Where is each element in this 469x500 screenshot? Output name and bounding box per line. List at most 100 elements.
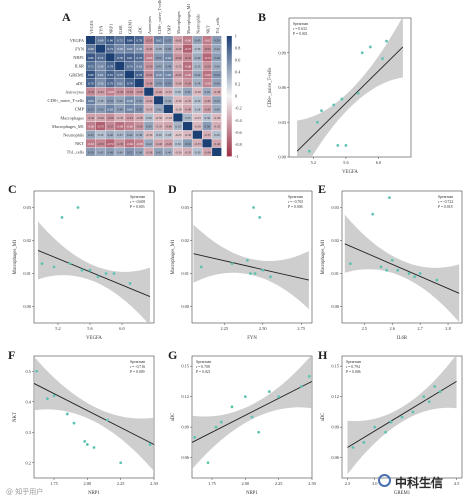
heatmap-cell xyxy=(105,79,115,88)
heatmap-col-label: NKT xyxy=(205,25,210,34)
heatmap-cell xyxy=(134,61,144,70)
heatmap-cell-value: 0.50 xyxy=(98,107,104,111)
heatmap-cell xyxy=(115,139,125,148)
data-point xyxy=(433,385,437,388)
x-tick-label: 6.0 xyxy=(376,160,382,165)
heatmap-cell-value: -0.66 xyxy=(126,142,133,146)
heatmap-cell xyxy=(95,122,105,131)
heatmap-cell xyxy=(212,36,222,45)
heatmap-cell-value: -0.25 xyxy=(175,133,182,137)
heatmap-cell xyxy=(95,61,105,70)
heatmap-cell xyxy=(134,104,144,113)
heatmap-cell-value: 0.58 xyxy=(98,64,104,68)
heatmap-cell-value: 0.45 xyxy=(117,99,123,103)
heatmap-cell xyxy=(212,104,222,113)
heatmap-cell xyxy=(202,147,212,156)
heatmap-cell-value: 0.62 xyxy=(117,82,123,86)
heatmap-cell xyxy=(192,53,202,62)
heatmap-col-label: FYN xyxy=(99,26,104,34)
heatmap-cell-value: -0.40 xyxy=(185,107,192,111)
heatmap-cell xyxy=(192,44,202,53)
y-tick-label: 0.03 xyxy=(181,205,189,210)
x-axis-label: FYN xyxy=(247,336,257,341)
heatmap-cell-value: 0.52 xyxy=(127,150,133,154)
heatmap-cell xyxy=(173,139,183,148)
stats-method: Spearman xyxy=(293,22,308,26)
heatmap-cell-value: 0.50 xyxy=(214,39,220,43)
y-tick-label: 0.02 xyxy=(331,238,339,243)
stats-method: Spearman xyxy=(346,360,361,364)
heatmap-cell-value: -0.55 xyxy=(146,39,153,43)
heatmap-colorbar-tick: 0.6 xyxy=(235,58,241,63)
heatmap-cell xyxy=(163,113,173,122)
heatmap-row-label: GREM1 xyxy=(69,72,84,77)
x-tick-label: 1.75 xyxy=(50,481,58,486)
data-point xyxy=(400,415,404,419)
data-point xyxy=(360,51,364,55)
heatmap-cell xyxy=(183,44,193,53)
heatmap-cell-value: 0.30 xyxy=(204,116,210,120)
heatmap-cell xyxy=(134,113,144,122)
heatmap-cell xyxy=(163,79,173,88)
heatmap-cell xyxy=(173,87,183,96)
heatmap-cell-value: 0.78 xyxy=(117,56,123,60)
heatmap-cell xyxy=(144,79,154,88)
panel-letter-g: G xyxy=(168,348,178,362)
heatmap-colorbar-tick: 1 xyxy=(235,34,237,39)
y-tick-label: 0.00 xyxy=(181,304,189,309)
heatmap-cell xyxy=(95,53,105,62)
data-point xyxy=(261,268,265,272)
heatmap-cell xyxy=(115,113,125,122)
heatmap-row-label: Neutrophils xyxy=(63,133,84,138)
heatmap-cell-value: 0.48 xyxy=(214,56,220,60)
heatmap-cell-value: -0.60 xyxy=(88,125,95,129)
heatmap-cell xyxy=(173,53,183,62)
heatmap-cell xyxy=(173,147,183,156)
x-tick-label: 2.8 xyxy=(445,326,451,331)
y-tick-label: 0.06 xyxy=(181,455,189,460)
regression-line xyxy=(34,383,154,445)
heatmap-cell xyxy=(212,122,222,131)
heatmap-cell xyxy=(144,122,154,131)
stats-method: Spearman xyxy=(288,195,303,199)
heatmap-cell-value: 0.38 xyxy=(156,47,162,51)
heatmap-cell-value: -0.35 xyxy=(214,125,221,129)
y-tick-label: 0.15 xyxy=(181,364,189,369)
heatmap-cell xyxy=(144,113,154,122)
panel-letter-d: D xyxy=(168,182,177,196)
data-point xyxy=(252,206,255,209)
heatmap-cell-value: -0.58 xyxy=(136,142,143,146)
data-point xyxy=(257,430,261,434)
x-axis-label: VEGFA xyxy=(342,170,358,175)
heatmap-row-label: Macrophages_M1 xyxy=(52,124,84,129)
heatmap-cell xyxy=(153,87,164,96)
heatmap-cell-value: 0.79 xyxy=(137,73,143,77)
heatmap-cell-value: -0.40 xyxy=(155,142,162,146)
watermark-brand: 中科生信 xyxy=(395,476,444,490)
heatmap-cell-value: 0.35 xyxy=(175,125,181,129)
stats-p: P = 0.003 xyxy=(130,205,145,209)
heatmap-cell xyxy=(153,96,164,105)
heatmap-cell xyxy=(105,61,115,70)
heatmap-cell xyxy=(124,70,135,79)
heatmap-cell xyxy=(95,79,105,88)
heatmap-cell-value: -0.35 xyxy=(185,99,192,103)
heatmap-cell xyxy=(173,36,183,45)
heatmap-col-label: Macrophages xyxy=(176,11,181,34)
heatmap-cell-value: 0.52 xyxy=(107,99,113,103)
heatmap-cell-value: -0.72 xyxy=(204,56,211,60)
regression-line xyxy=(192,381,312,443)
data-point xyxy=(316,120,319,124)
heatmap-cell xyxy=(163,96,173,105)
heatmap-cell-value: -0.50 xyxy=(175,56,182,60)
data-point xyxy=(348,262,352,265)
y-tick-label: 0.2 xyxy=(26,460,32,465)
y-axis-label: Macrophages_M1 xyxy=(171,239,176,275)
heatmap-cell-value: 0.40 xyxy=(214,64,220,68)
heatmap-cell-value: -0.35 xyxy=(117,116,124,120)
heatmap-cell xyxy=(124,96,135,105)
heatmap-cell-value: -0.48 xyxy=(136,90,143,94)
heatmap-cell-value: 0.50 xyxy=(204,125,210,129)
heatmap-cell-value: -0.55 xyxy=(97,142,104,146)
stats-p: P = 0.018 xyxy=(438,205,453,209)
